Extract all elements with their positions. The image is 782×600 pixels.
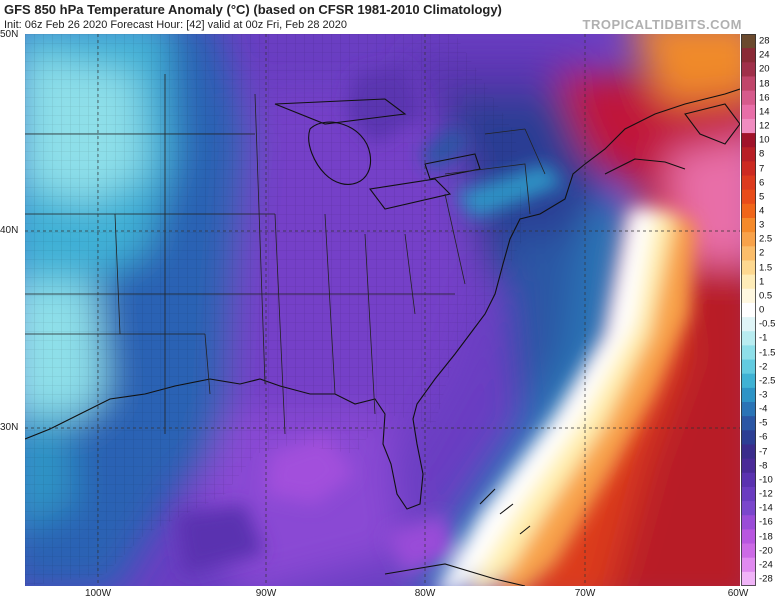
colorbar-swatch [741, 571, 756, 586]
colorbar-label: 4 [759, 205, 765, 217]
colorbar-swatch [741, 274, 756, 290]
colorbar-label: -6 [759, 431, 768, 443]
colorbar-label: 0 [759, 304, 765, 316]
colorbar-swatch [741, 288, 756, 304]
colorbar-label: 24 [759, 49, 770, 61]
colorbar-label: 5 [759, 191, 765, 203]
colorbar-label: -14 [759, 502, 773, 514]
colorbar-swatch [741, 118, 756, 134]
colorbar-label: 1 [759, 276, 765, 288]
colorbar-swatch [741, 359, 756, 375]
colorbar-label: -4 [759, 403, 768, 415]
colorbar-swatch [741, 430, 756, 445]
colorbar-label: -2 [759, 361, 768, 373]
colorbar-label: -18 [759, 531, 773, 542]
colorbar-swatch [741, 218, 756, 233]
colorbar-swatch [741, 416, 756, 431]
state-borders [25, 74, 546, 435]
colorbar-swatch [741, 444, 756, 460]
colorbar-swatch [741, 203, 756, 219]
colorbar [741, 34, 756, 586]
colorbar-label: 2.5 [759, 233, 773, 245]
colorbar-label: 6 [759, 177, 765, 189]
anomaly-map-svg [25, 34, 740, 586]
lat-label-50n: 50N [0, 29, 19, 40]
colorbar-swatch [741, 373, 756, 389]
colorbar-label: 20 [759, 63, 770, 75]
colorbar-labels: 28 24 20 18 16 14 12 10 8 7 6 5 4 3 2.5 2 1.5 1 0.5 0 -0.5 -1… [757, 34, 782, 586]
lon-label-100w: 100W [84, 588, 112, 599]
colorbar-swatch [741, 175, 756, 191]
lon-label-90w: 90W [255, 588, 277, 599]
colorbar-label: 0.5 [759, 290, 773, 302]
colorbar-label: 1.5 [759, 262, 773, 273]
colorbar-label: 18 [759, 78, 770, 89]
colorbar-swatch [741, 62, 756, 77]
lon-label-80w: 80W [414, 588, 436, 599]
colorbar-label: -20 [759, 545, 773, 557]
colorbar-swatch [741, 189, 756, 205]
map-subtitle: Init: 06z Feb 26 2020 Forecast Hour: [42… [4, 19, 348, 31]
anomaly-map [25, 34, 740, 586]
colorbar-swatch [741, 34, 756, 49]
colorbar-label: 10 [759, 134, 770, 146]
colorbar-swatch [741, 48, 756, 63]
brand-watermark: TROPICALTIDBITS.COM [582, 17, 742, 32]
colorbar-swatch [741, 402, 756, 417]
graticule [25, 34, 740, 586]
colorbar-label: -10 [759, 474, 773, 486]
colorbar-swatch [741, 543, 756, 559]
colorbar-label: 2 [759, 247, 765, 259]
lat-label-30n: 30N [0, 422, 19, 433]
colorbar-swatch [741, 232, 756, 247]
coastlines [25, 88, 740, 586]
colorbar-label: -2.5 [759, 375, 776, 387]
colorbar-swatch [741, 161, 756, 177]
colorbar-label: -24 [759, 559, 773, 571]
colorbar-swatch [741, 331, 756, 346]
colorbar-label: -16 [759, 516, 773, 528]
lon-label-60w: 60W [727, 588, 749, 599]
colorbar-label: 14 [759, 106, 770, 118]
colorbar-swatch [741, 529, 756, 545]
colorbar-swatch [741, 515, 756, 530]
colorbar-swatch [741, 246, 756, 261]
colorbar-frame [741, 34, 756, 586]
lat-label-40n: 40N [0, 225, 19, 236]
colorbar-label: -8 [759, 460, 768, 472]
colorbar-label: 7 [759, 163, 765, 174]
colorbar-swatch [741, 557, 756, 573]
colorbar-label: -0.5 [759, 318, 776, 330]
colorbar-label: -1.5 [759, 347, 776, 358]
colorbar-label: 16 [759, 92, 770, 104]
colorbar-label: 3 [759, 219, 765, 231]
colorbar-label: -28 [759, 573, 773, 585]
colorbar-label: 12 [759, 120, 770, 132]
colorbar-swatch [741, 302, 756, 318]
colorbar-label: -3 [759, 389, 768, 401]
colorbar-swatch [741, 387, 756, 403]
colorbar-swatch [741, 90, 756, 106]
lon-label-70w: 70W [574, 588, 596, 599]
colorbar-label: -5 [759, 417, 768, 429]
colorbar-swatch [741, 317, 756, 332]
colorbar-label: -12 [759, 488, 773, 500]
colorbar-swatch [741, 147, 756, 162]
map-title: GFS 850 hPa Temperature Anomaly (°C) (ba… [4, 2, 502, 17]
colorbar-label: 8 [759, 148, 765, 160]
colorbar-swatch [741, 486, 756, 502]
colorbar-swatch [741, 458, 756, 474]
colorbar-swatch [741, 104, 756, 120]
county-grid [25, 34, 525, 586]
colorbar-swatch [741, 76, 756, 92]
colorbar-swatch [741, 345, 756, 361]
colorbar-swatch [741, 501, 756, 516]
colorbar-swatch [741, 260, 756, 276]
colorbar-label: -7 [759, 446, 768, 457]
colorbar-swatch [741, 133, 756, 148]
colorbar-label: 28 [759, 35, 770, 47]
colorbar-label: -1 [759, 332, 768, 344]
colorbar-swatch [741, 472, 756, 488]
